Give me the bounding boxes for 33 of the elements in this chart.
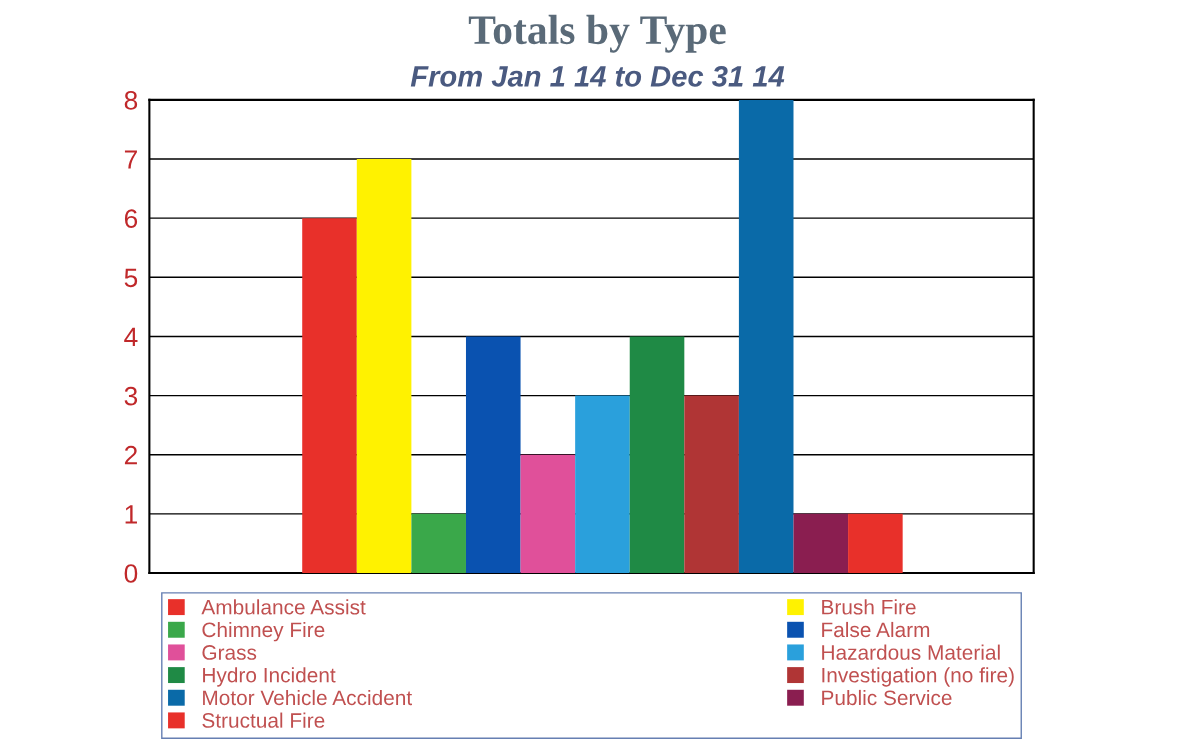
bar (356, 159, 412, 574)
y-tick-label: 8 (124, 91, 138, 110)
legend-label: Public Service (822, 689, 952, 706)
bar (575, 395, 630, 574)
y-tick-label: 0 (124, 564, 138, 583)
legend-label: Structual Fire (202, 712, 325, 728)
chart-title: Totals by Type (468, 14, 726, 53)
bar (684, 395, 739, 574)
y-tick-label: 1 (125, 505, 137, 524)
legend-label: Grass (202, 645, 257, 660)
bar (848, 513, 903, 574)
legend-label: Investigation (no fire) (822, 667, 1014, 687)
legend-label: Hazardous Material (822, 644, 1000, 660)
y-tick-label: 7 (124, 150, 137, 169)
legend-label: Chimney Fire (202, 621, 325, 642)
bar (793, 513, 849, 574)
bar (411, 513, 466, 574)
y-tick-label: 4 (124, 327, 138, 347)
y-tick-label: 3 (124, 386, 138, 406)
legend-label: Brush Fire (822, 599, 916, 615)
legend-label: Hydro Incident (203, 667, 336, 687)
bar (738, 99, 794, 574)
legend-label: Ambulance Assist (201, 599, 366, 615)
bar (520, 454, 576, 574)
bar (629, 336, 685, 574)
y-tick-label: 5 (124, 268, 138, 288)
y-tick-label: 6 (124, 209, 138, 228)
legend-label: False Alarm (822, 621, 930, 638)
bar (302, 218, 357, 574)
chart-subtitle: From Jan 1 14 to Dec 31 14 (410, 66, 785, 87)
legend-label: Motor Vehicle Accident (203, 689, 412, 706)
y-tick-label: 2 (124, 445, 137, 465)
bar (465, 336, 521, 574)
